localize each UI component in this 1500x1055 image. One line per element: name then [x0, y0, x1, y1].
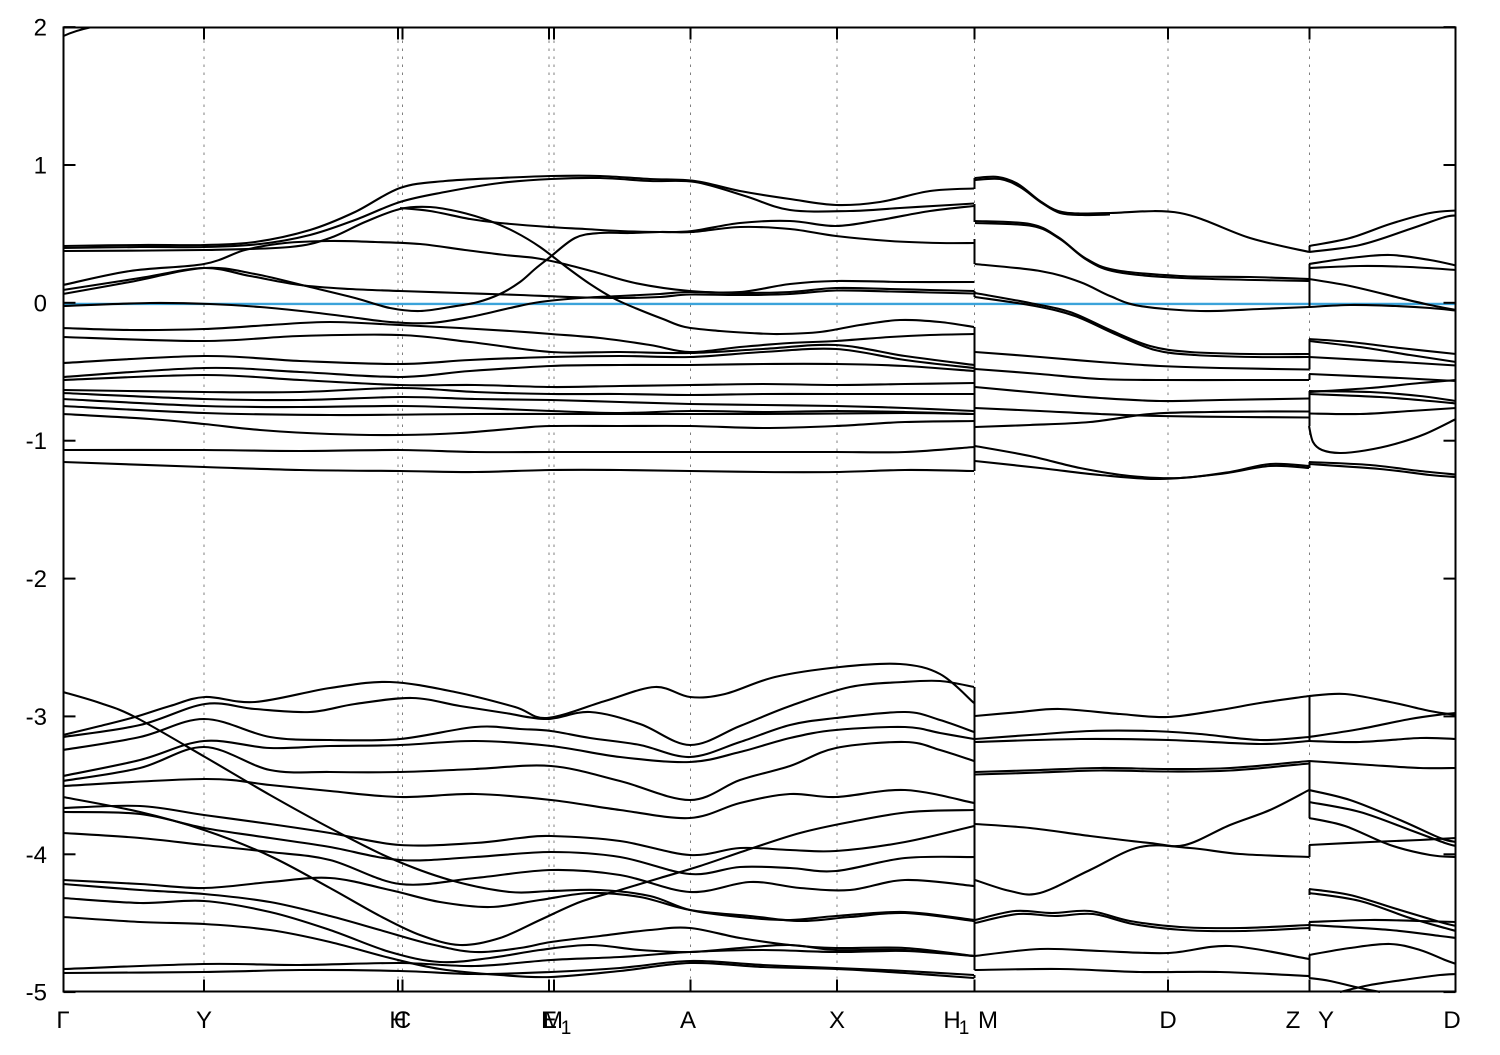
svg-text:-5: -5 [26, 980, 47, 1007]
svg-text:M: M [978, 1007, 998, 1034]
svg-text:D: D [1159, 1007, 1176, 1034]
svg-text:E: E [541, 1007, 557, 1034]
svg-text:Γ: Γ [56, 1007, 69, 1034]
svg-text:-2: -2 [26, 566, 47, 593]
svg-text:1: 1 [959, 1018, 970, 1039]
svg-text:0: 0 [34, 290, 47, 317]
svg-text:-3: -3 [26, 704, 47, 731]
svg-text:A: A [680, 1007, 696, 1034]
svg-text:Y: Y [1318, 1007, 1334, 1034]
svg-text:D: D [1443, 1007, 1460, 1034]
svg-text:Z: Z [1286, 1007, 1301, 1034]
svg-text:-4: -4 [26, 842, 47, 869]
svg-text:M: M [543, 1007, 563, 1034]
svg-text:2: 2 [34, 15, 47, 42]
svg-text:H: H [943, 1007, 960, 1034]
svg-text:1: 1 [561, 1018, 572, 1039]
svg-text:1: 1 [34, 153, 47, 180]
svg-text:H: H [389, 1007, 406, 1034]
svg-text:Y: Y [196, 1007, 212, 1034]
svg-text:C: C [394, 1007, 411, 1034]
svg-text:X: X [829, 1007, 845, 1034]
svg-text:-1: -1 [26, 428, 47, 455]
